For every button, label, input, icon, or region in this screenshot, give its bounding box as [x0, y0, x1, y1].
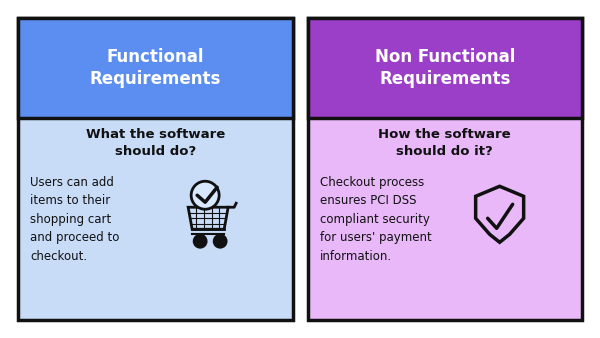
- Text: Checkout process
ensures PCI DSS
compliant security
for users' payment
informati: Checkout process ensures PCI DSS complia…: [320, 176, 431, 263]
- Text: Functional
Requirements: Functional Requirements: [89, 48, 221, 88]
- Text: What the software
should do?: What the software should do?: [86, 128, 225, 158]
- FancyBboxPatch shape: [308, 18, 582, 320]
- Circle shape: [191, 181, 219, 209]
- Text: Non Functional
Requirements: Non Functional Requirements: [374, 48, 515, 88]
- Text: How the software
should do it?: How the software should do it?: [379, 128, 511, 158]
- Circle shape: [194, 235, 206, 247]
- FancyBboxPatch shape: [18, 18, 293, 118]
- Circle shape: [214, 235, 226, 247]
- FancyBboxPatch shape: [308, 18, 582, 118]
- Text: Users can add
items to their
shopping cart
and proceed to
checkout.: Users can add items to their shopping ca…: [30, 176, 119, 263]
- FancyBboxPatch shape: [18, 18, 293, 320]
